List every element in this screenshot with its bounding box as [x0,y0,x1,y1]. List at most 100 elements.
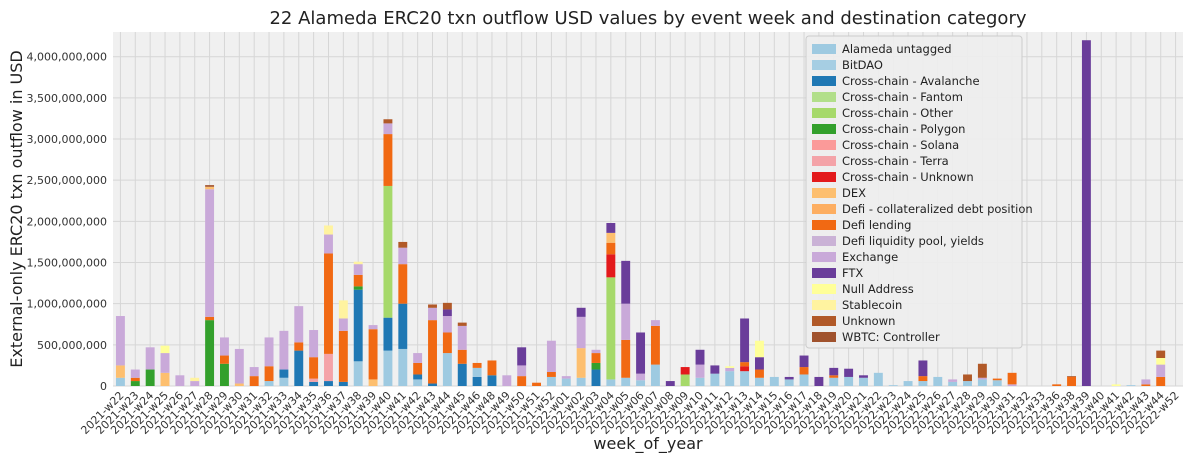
legend-label: Unknown [842,314,895,328]
bar-segment [650,320,660,326]
bar-segment [279,369,289,378]
bar-segment [992,380,1002,386]
bar-segment [487,360,497,376]
legend-swatch [812,44,836,54]
bar-segment [829,375,839,378]
bar-segment [532,382,541,386]
legend-swatch [812,284,836,294]
bar-segment [160,372,170,386]
bar-segment [606,254,616,278]
bar-segment [160,345,170,354]
bar-segment [1156,376,1166,386]
x-axis-ticks: 2021-w222021-w232021-w242021-w252021-w26… [78,389,1181,437]
legend-label: Cross-chain - Other [842,106,953,120]
bar-segment [413,374,423,380]
bar-segment [457,322,467,326]
bar-segment [353,286,363,290]
bar-segment [561,376,571,379]
legend-label: Cross-chain - Unknown [842,170,974,184]
bar-segment [1156,350,1166,359]
bar-segment [844,376,854,386]
bar-segment [383,185,393,318]
y-tick-label: 1,500,000,000 [27,257,107,270]
bar-segment [621,339,631,378]
bar-segment [398,264,408,304]
legend-label: Cross-chain - Terra [842,154,949,168]
bar-segment [591,369,601,386]
bar-segment [428,320,437,384]
bar-segment [636,373,646,381]
bar-segment [591,362,601,370]
bar-segment [383,123,393,135]
bar-segment [650,325,660,365]
bar-segment [145,347,155,370]
legend-swatch [812,124,836,134]
bar-segment [606,232,616,243]
legend-label: Alameda untagged [842,42,952,56]
bar-segment [546,372,556,377]
legend-swatch [812,60,836,70]
bar-segment [442,302,452,310]
bar-segment [190,381,200,386]
bar-segment [368,379,378,386]
legend-label: Defi - collateralized debt position [842,202,1033,216]
legend-swatch [812,172,836,182]
legend-swatch [812,220,836,230]
bar-segment [591,349,601,354]
y-axis-label: External-only ERC20 txn outflow in USD [7,50,26,368]
legend-frame [805,35,1023,349]
bar-segment [353,261,363,265]
bar-segment [844,368,854,377]
bar-segment [472,367,482,377]
bar-segment [383,350,393,386]
bar-segment [115,377,125,386]
bar-segment [353,274,363,287]
bar-segment [948,381,958,386]
bar-segment [859,375,868,378]
bar-segment [338,330,348,382]
legend-label: Exchange [842,250,898,264]
bar-segment [294,306,304,343]
legend-swatch [812,92,836,102]
bar-segment [695,349,705,365]
bar-segment [517,347,527,366]
bar-segment [829,377,839,386]
legend-swatch [812,140,836,150]
bar-segment [873,372,883,386]
bar-segment [1156,358,1166,365]
bar-segment [353,361,363,386]
bar-segment [145,369,155,386]
bar-segment [918,381,928,386]
bar-segment [1067,376,1076,377]
bar-segment [829,367,839,376]
bar-segment [115,316,125,366]
y-tick-label: 500,000,000 [37,339,107,352]
bar-segment [442,309,452,317]
bar-segment [175,375,185,386]
bar-segment [1067,376,1076,386]
legend-label: Defi lending [842,218,911,232]
legend-swatch [812,316,836,326]
bar-segment [650,364,660,386]
bar-segment [576,316,586,349]
bar-segment [309,357,319,379]
legend-label: Null Address [842,282,914,296]
bar-segment [413,353,423,363]
bar-segment [115,365,125,378]
bar-segment [814,376,824,386]
bar-segment [561,378,571,386]
bar-segment [130,377,140,382]
bar-segment [234,348,244,384]
bar-segment [279,330,289,370]
bar-segment [398,241,408,248]
legend-swatch [812,204,836,214]
bar-segment [977,379,987,386]
bar-segment [413,362,423,375]
legend-label: WBTC: Controller [842,330,940,344]
legend-swatch [812,300,836,310]
bar-segment [249,367,259,377]
bar-segment [324,353,333,382]
bar-segment [740,362,750,367]
bar-segment [353,264,363,275]
